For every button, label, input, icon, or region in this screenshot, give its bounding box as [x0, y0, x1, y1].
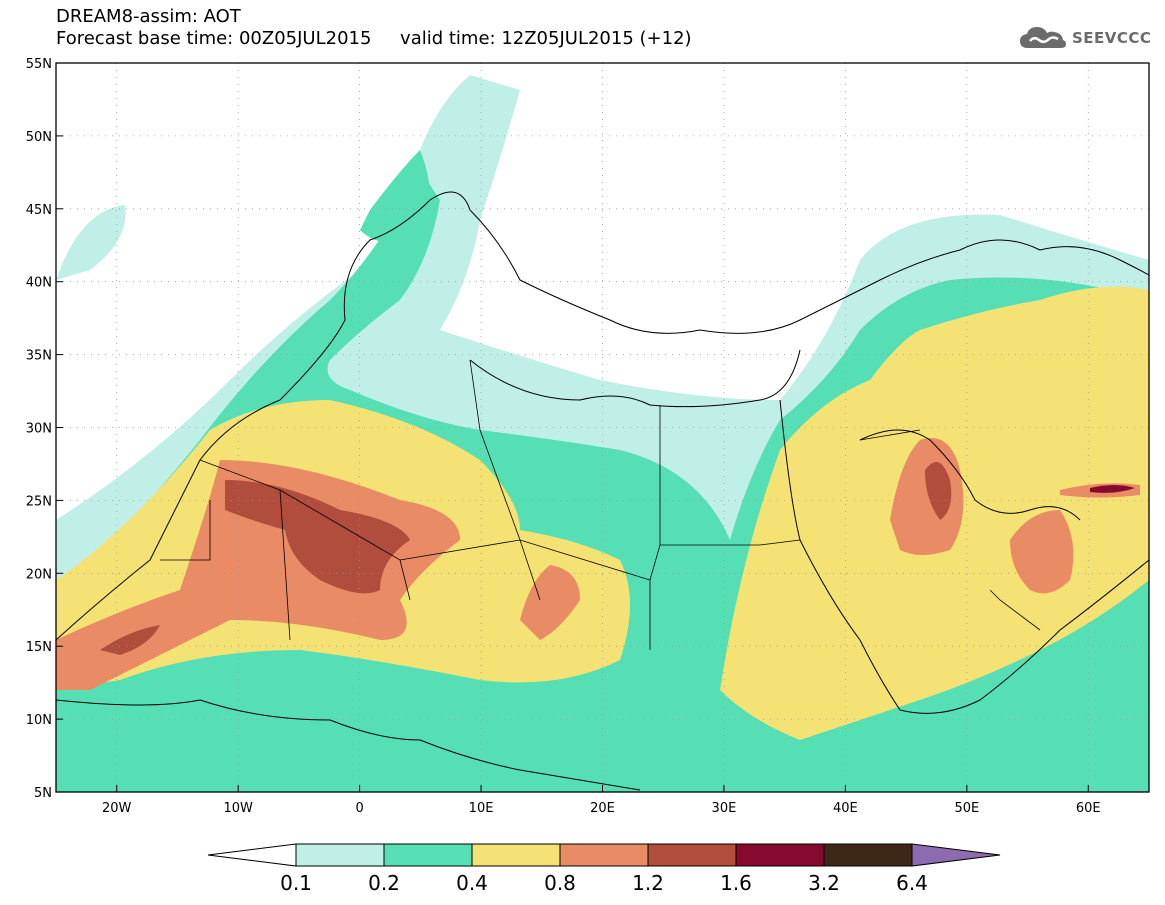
- lon-tick-label: 60E: [1076, 801, 1101, 816]
- lat-tick-label: 20N: [26, 567, 52, 582]
- lat-tick-label: 10N: [26, 713, 52, 728]
- lon-tick-label: 30E: [712, 801, 737, 816]
- lat-tick-label: 25N: [26, 494, 52, 509]
- lat-tick-label: 40N: [26, 276, 52, 291]
- lon-tick-label: 50E: [954, 801, 979, 816]
- aot-band-1.6: [1090, 485, 1135, 493]
- lon-tick-label: 10W: [223, 801, 253, 816]
- colorbar-label: 1.6: [720, 871, 752, 895]
- lon-tick-label: 40E: [833, 801, 858, 816]
- colorbar-segment: [559, 843, 649, 867]
- colorbar-label: 1.2: [632, 871, 664, 895]
- aot-band-1.2: [225, 480, 410, 594]
- colorbar-label: 0.2: [368, 871, 400, 895]
- colorbar-label: 3.2: [808, 871, 840, 895]
- lon-tick-label: 20E: [590, 801, 615, 816]
- colorbar-label: 0.8: [544, 871, 576, 895]
- lon-tick-label: 10E: [469, 801, 494, 816]
- colorbar-segment: [471, 843, 561, 867]
- colorbar-label: 6.4: [896, 871, 928, 895]
- country-borders: [160, 359, 1041, 650]
- title-line-1: DREAM8-assim: AOT: [56, 6, 241, 27]
- longitude-ticks: 20W 10W 0 10E 20E 30E 40E 50E 60E: [102, 785, 1101, 816]
- colorbar-segment: [295, 843, 385, 867]
- lat-tick-label: 5N: [34, 786, 52, 801]
- lat-tick-label: 45N: [26, 203, 52, 218]
- aot-band-1.2-gulf: [925, 462, 952, 520]
- lon-tick-label: 20W: [102, 801, 132, 816]
- lat-tick-label: 50N: [26, 130, 52, 145]
- cloud-icon: [1020, 27, 1066, 48]
- aot-band-0.8-oman: [1010, 510, 1074, 594]
- map-title: DREAM8-assim: AOT Forecast base time: 00…: [56, 6, 692, 50]
- lat-tick-label: 30N: [26, 422, 52, 437]
- coastlines: [56, 191, 1149, 791]
- aot-band-1.2-west: [100, 625, 160, 655]
- aot-band-0.2-europe: [360, 150, 430, 244]
- colorbar-label: 0.1: [280, 871, 312, 895]
- lat-tick-label: 35N: [26, 349, 52, 364]
- seevccc-logo: SEEVCCC: [1018, 24, 1151, 52]
- latitude-ticks: 55N 50N 45N 40N 35N 30N 25N 20N 15N 10N 5N: [26, 57, 63, 801]
- colorbar-arrow-high: [911, 843, 1001, 867]
- colorbar-segment: [383, 843, 473, 867]
- aot-band-0.8-gulf: [890, 438, 964, 555]
- lat-tick-label: 15N: [26, 640, 52, 655]
- grid-lines: [56, 63, 1149, 792]
- lat-tick-label: 55N: [26, 57, 52, 72]
- colorbar-segment: [735, 843, 825, 867]
- logo-text: SEEVCCC: [1072, 29, 1152, 47]
- colorbar-segment: [647, 843, 737, 867]
- colorbar-arrow-low: [207, 843, 297, 867]
- colorbar: 0.1 0.2 0.4 0.8 1.2 1.6 3.2 6.4: [207, 843, 1001, 895]
- title-line-2: Forecast base time: 00Z05JUL2015 valid t…: [56, 28, 692, 49]
- colorbar-label: 0.4: [456, 871, 488, 895]
- lon-tick-label: 0: [355, 801, 363, 816]
- aot-band-0.1-west: [56, 205, 126, 280]
- colorbar-segment: [823, 843, 913, 867]
